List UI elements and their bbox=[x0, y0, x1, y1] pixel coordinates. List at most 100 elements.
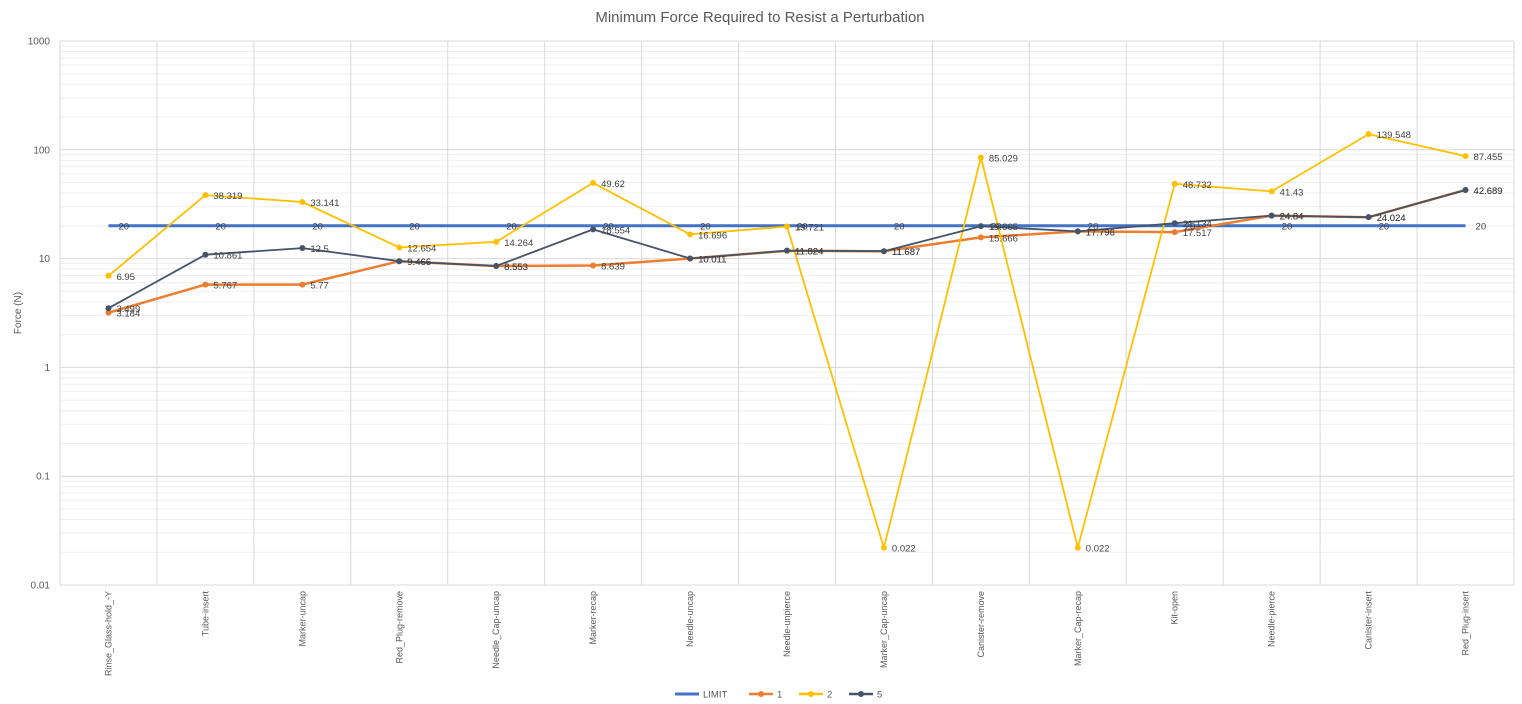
data-label-LIMIT: 20 bbox=[1185, 221, 1196, 232]
x-tick-label: Tube-insert bbox=[200, 591, 210, 637]
data-label-LIMIT: 20 bbox=[603, 221, 614, 232]
x-tick-label: Needle-pierce bbox=[1267, 591, 1277, 647]
legend-item-2: 2 bbox=[799, 690, 832, 701]
y-axis-label: Force (N) bbox=[13, 292, 24, 334]
data-label-2: 0.022 bbox=[1086, 544, 1110, 555]
data-point-2 bbox=[1268, 188, 1275, 195]
x-tick-label: Red_Plug-insert bbox=[1461, 591, 1471, 656]
data-label-1: 9.466 bbox=[407, 257, 431, 268]
data-point-2 bbox=[1171, 180, 1178, 187]
data-labels-LIMIT: 20 20 20 20 20 20 20 20 20 20 20 20 20 20 20 bbox=[118, 221, 1486, 232]
x-tick-label: Needle_Cap-uncap bbox=[491, 591, 501, 669]
major-gridlines bbox=[60, 40, 1514, 586]
data-label-LIMIT: 20 bbox=[215, 221, 226, 232]
data-label-LIMIT: 20 bbox=[1379, 221, 1390, 232]
data-label-LIMIT: 20 bbox=[118, 221, 129, 232]
data-label-LIMIT: 20 bbox=[1088, 221, 1099, 232]
data-labels-1: 3.184 5.767 5.77 9.466 8.553 8.639 10.011 11.82… bbox=[116, 186, 1502, 320]
x-tick-label: Needle-unpierce bbox=[782, 591, 792, 657]
data-label-2: 14.264 bbox=[504, 238, 533, 249]
data-label-5: 10.011 bbox=[698, 255, 726, 266]
data-point-5 bbox=[977, 223, 984, 230]
data-point-5 bbox=[493, 262, 500, 269]
data-label-5: 21.134 bbox=[1183, 219, 1212, 230]
x-tick-label: Kit-open bbox=[1170, 591, 1180, 625]
data-point-1 bbox=[202, 281, 209, 288]
data-labels-5: 3.499 10.861 12.5 9.466 8.553 18.554 10.011 11.… bbox=[116, 186, 1502, 315]
data-label-5: 11.687 bbox=[892, 247, 920, 258]
data-point-5 bbox=[880, 248, 887, 255]
data-label-LIMIT: 20 bbox=[1282, 221, 1293, 232]
legend-label: 1 bbox=[777, 690, 782, 701]
data-label-LIMIT: 20 bbox=[700, 221, 711, 232]
data-point-2 bbox=[784, 223, 790, 230]
data-label-1: 24.024 bbox=[1377, 213, 1406, 224]
data-label-1: 10.011 bbox=[698, 255, 726, 266]
data-label-1: 5.767 bbox=[213, 281, 237, 292]
data-point-2 bbox=[1074, 544, 1081, 551]
legend-marker bbox=[858, 691, 864, 697]
data-label-2: 49.62 bbox=[601, 179, 625, 190]
data-point-5 bbox=[1074, 228, 1081, 235]
data-label-2: 19.721 bbox=[795, 223, 824, 234]
data-label-5: 11.824 bbox=[795, 247, 823, 258]
x-tick-label: Red_Plug-remove bbox=[394, 591, 404, 664]
legend-label: 5 bbox=[877, 690, 882, 701]
data-label-2: 85.029 bbox=[989, 153, 1018, 164]
data-label-1: 11.687 bbox=[892, 247, 920, 258]
data-point-5 bbox=[784, 247, 790, 254]
data-point-5 bbox=[687, 255, 694, 262]
data-label-5: 12.5 bbox=[310, 244, 329, 255]
data-label-5: 18.554 bbox=[601, 225, 630, 236]
data-label-1: 24.84 bbox=[1280, 212, 1304, 223]
data-label-LIMIT: 20 bbox=[894, 221, 905, 232]
data-label-LIMIT: 20 bbox=[506, 221, 517, 232]
data-point-2 bbox=[299, 198, 306, 205]
vertical-gridlines bbox=[59, 41, 1515, 585]
data-point-5 bbox=[590, 226, 597, 233]
y-tick-label: 1 bbox=[44, 363, 50, 374]
data-point-5 bbox=[1462, 187, 1469, 194]
series-layer bbox=[105, 131, 1469, 551]
legend-label: 2 bbox=[827, 690, 832, 701]
data-label-5: 9.466 bbox=[407, 257, 431, 268]
data-label-2: 12.654 bbox=[407, 243, 436, 254]
y-tick-label: 0.01 bbox=[31, 581, 51, 592]
data-point-5 bbox=[396, 258, 403, 265]
data-label-1: 17.517 bbox=[1183, 228, 1212, 239]
data-label-5: 17.796 bbox=[1086, 227, 1115, 238]
data-point-2 bbox=[105, 272, 112, 279]
data-label-2: 0.022 bbox=[892, 544, 916, 555]
x-tick-label: Marker-uncap bbox=[297, 591, 307, 647]
data-point-5 bbox=[1171, 220, 1178, 227]
legend-item-1: 1 bbox=[749, 690, 782, 701]
y-tick-label: 1000 bbox=[28, 37, 51, 48]
legend: LIMIT 1 2 5 bbox=[675, 690, 882, 701]
data-label-5: 19.865 bbox=[989, 222, 1018, 233]
legend-marker bbox=[758, 691, 764, 697]
x-tick-label: Rinse_Glass-hold_-Y bbox=[103, 591, 113, 676]
data-label-2: 6.95 bbox=[116, 272, 135, 283]
data-labels-2: 6.95 38.319 33.141 12.654 14.264 49.62 16.696 1… bbox=[116, 130, 1502, 555]
data-label-1: 8.553 bbox=[504, 262, 528, 273]
data-label-5: 42.689 bbox=[1474, 186, 1503, 197]
data-point-2 bbox=[687, 231, 694, 238]
data-point-5 bbox=[1268, 212, 1275, 219]
data-label-LIMIT: 20 bbox=[1476, 221, 1487, 232]
data-point-2 bbox=[590, 179, 597, 186]
data-label-LIMIT: 20 bbox=[797, 221, 808, 232]
data-point-2 bbox=[1365, 131, 1372, 138]
data-label-5: 8.553 bbox=[504, 262, 528, 273]
data-label-1: 17.796 bbox=[1086, 227, 1115, 238]
data-labels-layer: 20 20 20 20 20 20 20 20 20 20 20 20 20 20 20 3.184 5.767… bbox=[116, 130, 1502, 555]
data-label-1: 5.77 bbox=[310, 281, 329, 292]
data-point-5 bbox=[299, 245, 306, 252]
x-tick-label: Marker-recap bbox=[588, 591, 598, 645]
data-label-2: 33.141 bbox=[310, 198, 339, 209]
x-tick-label: Canister-remove bbox=[976, 591, 986, 658]
data-label-2: 48.732 bbox=[1183, 180, 1212, 191]
x-axis-ticks: Rinse_Glass-hold_-Y Tube-insert Marker-unc… bbox=[103, 591, 1470, 677]
chart-title: Minimum Force Required to Resist a Pertu… bbox=[595, 9, 924, 26]
data-label-5: 24.024 bbox=[1377, 213, 1406, 224]
